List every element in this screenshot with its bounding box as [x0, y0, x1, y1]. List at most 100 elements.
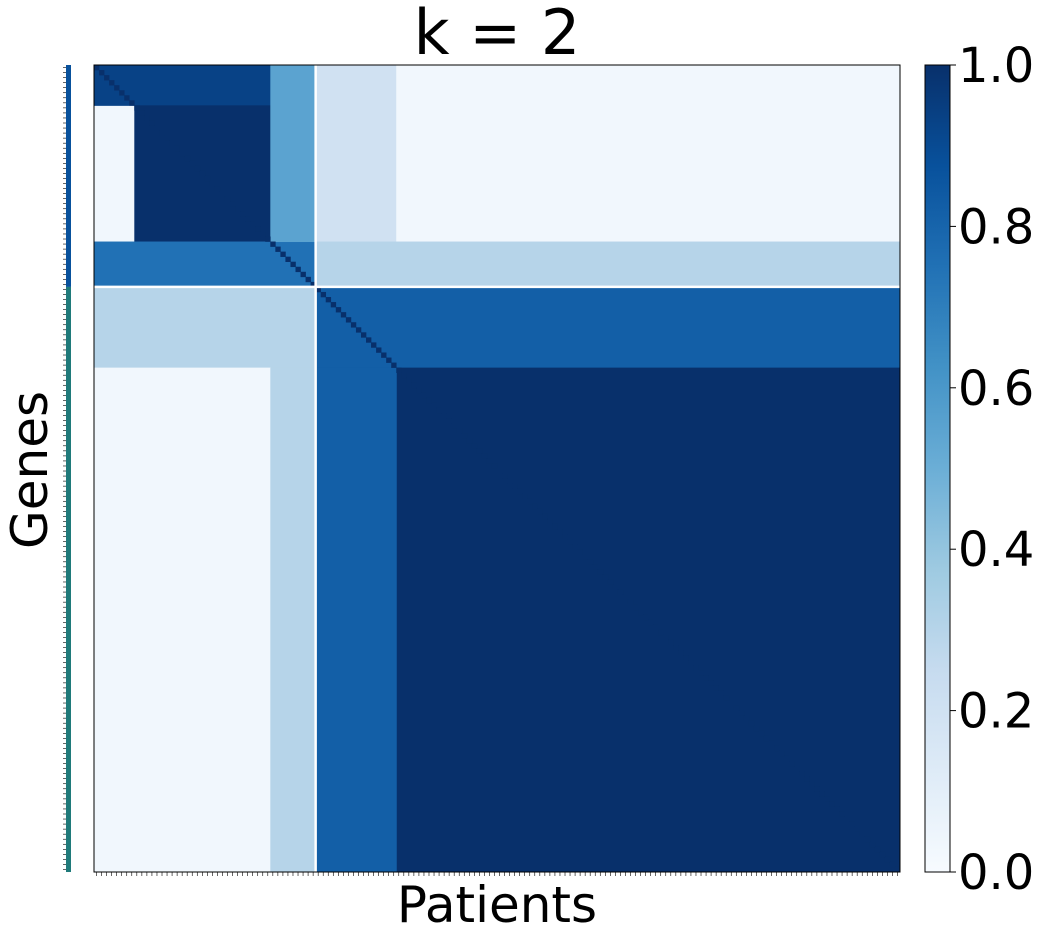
- heatmap-diagonal-cell: [799, 771, 805, 777]
- heatmap-diagonal-cell: [627, 599, 634, 605]
- heatmap-diagonal-cell: [366, 337, 372, 343]
- heatmap-diagonal-cell: [537, 508, 543, 515]
- heatmap-diagonal-cell: [154, 125, 160, 131]
- heatmap-diagonal-cell: [658, 629, 664, 636]
- heatmap-diagonal-cell: [290, 261, 296, 268]
- heatmap-diagonal-cell: [723, 695, 730, 701]
- heatmap-diagonal-cell: [582, 554, 588, 560]
- heatmap-diagonal-cell: [769, 740, 775, 747]
- cluster-boundary-lines: [94, 65, 900, 872]
- heatmap-diagonal-cell: [507, 478, 513, 484]
- heatmap-diagonal-cell: [481, 453, 488, 459]
- heatmap-diagonal-cell: [260, 231, 266, 237]
- heatmap-diagonal-cell: [461, 433, 468, 439]
- colorbar-tick-label: 1.0: [958, 38, 1034, 94]
- heatmap-diagonal-cell: [527, 498, 533, 505]
- heatmap-diagonal-cell: [547, 518, 553, 525]
- heatmap-diagonal-cell: [386, 357, 392, 363]
- heatmap-diagonal-cell: [109, 80, 115, 86]
- heatmap-diagonal-cell: [416, 387, 422, 394]
- heatmap-diagonal-cell: [512, 483, 518, 489]
- heatmap-block-9: [94, 286, 317, 369]
- heatmap-diagonal-cell: [310, 281, 316, 288]
- heatmap-diagonal-cell: [255, 226, 261, 232]
- heatmap-diagonal-cell: [703, 675, 709, 681]
- heatmap-diagonal-cell: [552, 523, 558, 530]
- heatmap-diagonal-cell: [275, 246, 281, 252]
- heatmap-diagonal-cell: [199, 170, 206, 177]
- heatmap-diagonal-cell: [391, 362, 397, 368]
- heatmap-diagonal-cell: [753, 725, 760, 732]
- cluster-bar-1: [66, 65, 71, 287]
- heatmap-diagonal-cell: [280, 251, 286, 257]
- heatmap-diagonal-cell: [522, 493, 528, 500]
- heatmap-diagonal-cell: [411, 382, 417, 389]
- heatmap-diagonal-cell: [330, 302, 337, 308]
- heatmap-diagonal-cell: [889, 861, 896, 868]
- heatmap-diagonal-cell: [209, 181, 216, 187]
- heatmap-diagonal-cell: [678, 650, 684, 656]
- heatmap-diagonal-cell: [844, 816, 850, 822]
- heatmap-diagonal-cell: [633, 604, 639, 611]
- heatmap-diagonal-cell: [779, 750, 785, 757]
- heatmap-diagonal-cell: [874, 846, 881, 853]
- y-axis-ticks: [63, 67, 66, 870]
- heatmap-diagonal-cell: [698, 670, 704, 676]
- heatmap-diagonal-cell: [819, 791, 825, 797]
- heatmap-diagonal-cell: [708, 680, 714, 686]
- heatmap-diagonal-cell: [758, 730, 765, 737]
- heatmap-diagonal-cell: [250, 221, 256, 227]
- heatmap-diagonal-cell: [360, 332, 367, 338]
- heatmap-diagonal-cell: [592, 564, 599, 570]
- heatmap-diagonal-cell: [401, 372, 407, 379]
- heatmap-diagonal-cell: [763, 735, 770, 742]
- heatmap-diagonal-cell: [436, 407, 442, 414]
- heatmap-diagonal-cell: [572, 544, 578, 550]
- heatmap-block-0: [94, 65, 271, 106]
- colorbar-tick-label: 0.8: [958, 199, 1034, 255]
- heatmap-diagonal-cell: [683, 655, 689, 661]
- heatmap-diagonal-cell: [426, 397, 432, 404]
- heatmap-diagonal-cell: [869, 841, 876, 848]
- row-cluster-annotation-bar: [66, 65, 71, 873]
- colorbar-ticks: 0.0 0.2 0.4 0.6 0.8 1.0: [950, 38, 1034, 901]
- heatmap-diagonal-cell: [607, 579, 614, 585]
- colorbar-tick-label: 0.0: [958, 845, 1034, 901]
- heatmap-diagonal-cell: [854, 826, 860, 832]
- heatmap-diagonal-cell: [597, 569, 604, 575]
- heatmap-diagonal-cell: [648, 619, 654, 626]
- heatmap-block-5: [270, 65, 317, 243]
- heatmap-diagonal-cell: [733, 705, 740, 711]
- heatmap-diagonal-cell: [532, 503, 538, 510]
- heatmap-diagonal-cell: [794, 766, 800, 772]
- heatmap-diagonal-cell: [376, 347, 382, 353]
- heatmap-cells: [94, 65, 901, 873]
- heatmap-diagonal-cell: [617, 589, 624, 595]
- heatmap-diagonal-cell: [638, 609, 644, 616]
- heatmap-diagonal-cell: [456, 428, 463, 434]
- heatmap-block-7: [396, 65, 901, 243]
- heatmap-frame: [93, 64, 901, 873]
- colorbar-tick-label: 0.2: [958, 684, 1034, 740]
- heatmap-diagonal-cell: [562, 534, 568, 540]
- y-axis-label: Genes: [1, 391, 59, 549]
- colorbar: [924, 64, 951, 873]
- heatmap-block-10: [94, 367, 271, 873]
- x-axis-ticks: [96, 872, 898, 876]
- heatmap-diagonal-cell: [784, 755, 790, 762]
- heatmap-diagonal-cell: [224, 196, 231, 202]
- heatmap-block-8: [315, 241, 901, 288]
- heatmap-diagonal-cell: [119, 90, 125, 96]
- chart-title: k = 2: [414, 0, 581, 69]
- heatmap-diagonal-cell: [829, 801, 835, 807]
- heatmap-diagonal-cell: [693, 665, 699, 671]
- heatmap-diagonal-cell: [270, 241, 276, 247]
- heatmap-diagonal-cell: [834, 806, 840, 812]
- heatmap-diagonal-cell: [134, 105, 140, 111]
- heatmap-diagonal-cell: [486, 458, 493, 464]
- heatmap-diagonal-cell: [189, 160, 196, 167]
- heatmap-diagonal-cell: [884, 856, 891, 863]
- heatmap-diagonal-cell: [663, 634, 669, 641]
- heatmap-diagonal-cell: [839, 811, 845, 817]
- heatmap-diagonal-cell: [713, 685, 719, 691]
